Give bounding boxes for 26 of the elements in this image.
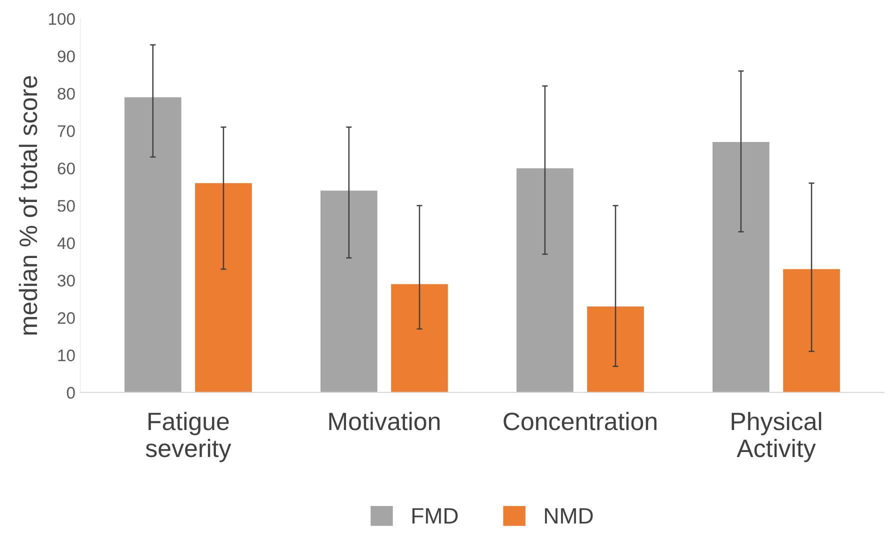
- x-tick-label: Physical Activity: [732, 412, 822, 462]
- y-tick-label: 70: [58, 125, 75, 138]
- y-tick-label: 40: [57, 237, 75, 250]
- y-tick-label: 80: [58, 88, 75, 100]
- y-tick-label: 100: [48, 13, 75, 25]
- y-axis-title: median % of total score: [18, 76, 38, 335]
- bar: [320, 190, 378, 392]
- bar: [783, 269, 840, 392]
- bar: [516, 168, 574, 392]
- bar: [195, 183, 252, 392]
- bar: [124, 97, 182, 392]
- y-tick-label: 20: [58, 312, 75, 324]
- legend-label: FMD: [412, 508, 458, 524]
- x-tick-label: Fatigue severity: [146, 412, 232, 462]
- bar: [712, 142, 770, 392]
- y-tick-label: 60: [58, 162, 75, 174]
- x-tick-label: Motivation: [329, 412, 440, 430]
- y-tick-label: 30: [58, 274, 75, 287]
- y-tick-label: 90: [58, 50, 75, 62]
- legend-label: NMD: [545, 508, 593, 524]
- bar: [587, 306, 644, 392]
- x-tick-label: Concentration: [504, 412, 656, 430]
- y-tick-label: 50: [58, 200, 75, 212]
- y-tick-label: 0: [66, 386, 75, 399]
- bar: [391, 284, 448, 392]
- y-tick-label: 10: [58, 350, 75, 362]
